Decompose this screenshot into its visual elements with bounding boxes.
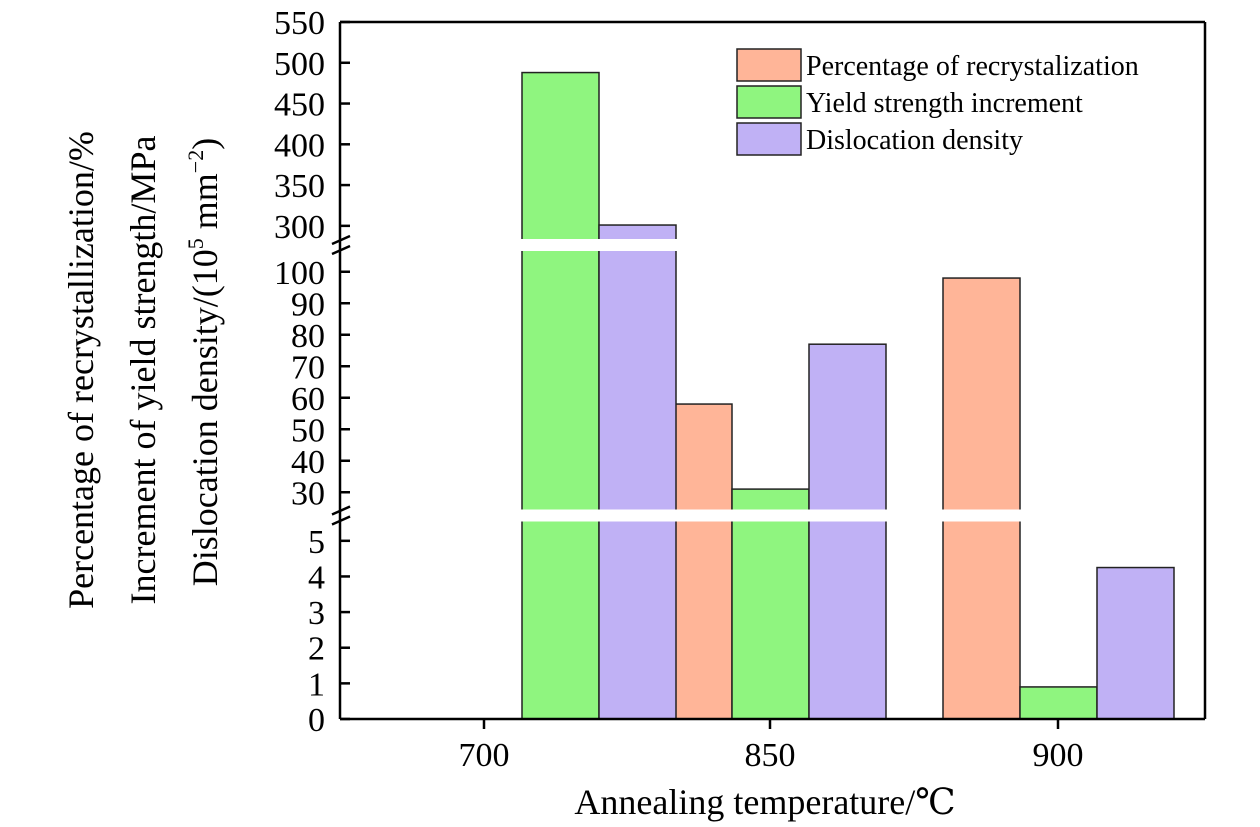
y-tick-label-300: 300 (274, 209, 325, 246)
y-tick-label-5: 5 (308, 524, 325, 561)
legend-swatch-0 (736, 48, 802, 82)
legend-label-1: Yield strength increment (806, 88, 1083, 119)
y-axis-title-dislocation-main: Dislocation density/(10 (185, 249, 225, 586)
y-axis-title-dislocation-exp: 5 (183, 238, 208, 249)
y-tick-label-80: 80 (291, 318, 325, 355)
y-tick-label-30: 30 (291, 475, 325, 512)
x-tick-label-850: 850 (745, 737, 796, 774)
y-tick-label-50: 50 (291, 412, 325, 449)
y-tick-label-4: 4 (308, 559, 325, 596)
y-tick-label-70: 70 (291, 349, 325, 386)
bar-2-700 (598, 224, 677, 720)
legend-label-2: Dislocation density (806, 125, 1023, 156)
y-axis-title-dislocation-density: Dislocation density/(105 mm−2) (183, 138, 225, 586)
legend-label-0: Percentage of recrystalization (806, 51, 1139, 82)
x-tick-label-700: 700 (459, 737, 510, 774)
y-axis-titles: Percentage of recrystallization/% Increm… (61, 131, 225, 609)
axes (338, 20, 1207, 721)
y-tick-label-400: 400 (274, 127, 325, 164)
y-tick-label-3: 3 (308, 595, 325, 632)
y-tick-label-550: 550 (274, 5, 325, 42)
x-tick-label-900: 900 (1033, 737, 1084, 774)
legend: Percentage of recrystalization Yield stre… (736, 48, 1139, 156)
legend-swatch-1 (736, 85, 802, 119)
y-axis-title-dislocation-unit-exp: −2 (183, 150, 208, 173)
axis-break-gap-1 (342, 239, 1202, 251)
y-axis-title-recrystallization: Percentage of recrystallization/% (61, 131, 101, 609)
legend-swatch-2 (736, 122, 802, 156)
y-axis-title-dislocation-close: ) (185, 138, 225, 150)
y-tick-label-500: 500 (274, 46, 325, 83)
y-tick-label-2: 2 (308, 631, 325, 668)
y-tick-label-350: 350 (274, 168, 325, 205)
bars-layer (521, 71, 1175, 720)
x-axis-title: Annealing temperature/℃ (574, 782, 955, 822)
bar-1-900 (1019, 686, 1098, 720)
y-tick-label-100: 100 (274, 255, 325, 292)
bar-1-700 (521, 71, 600, 720)
y-tick-label-0: 0 (308, 702, 325, 739)
y-tick-label-60: 60 (291, 381, 325, 418)
y-tick-label-90: 90 (291, 286, 325, 323)
bar-0-900 (942, 277, 1021, 720)
axis-break-gap-0 (342, 509, 1202, 522)
x-ticks: 700 850 900 (459, 719, 1084, 774)
bar-2-850 (808, 343, 887, 720)
y-axis-title-dislocation-unit: mm (185, 173, 225, 238)
y-tick-label-1: 1 (308, 666, 325, 703)
y-axis-title-yield-strength: Increment of yield strength/MPa (123, 136, 163, 605)
y-tick-label-450: 450 (274, 87, 325, 124)
y-tick-label-40: 40 (291, 444, 325, 481)
axis-breaks (331, 234, 1202, 526)
bar-1-850 (731, 488, 810, 720)
bar-2-900 (1096, 566, 1175, 720)
